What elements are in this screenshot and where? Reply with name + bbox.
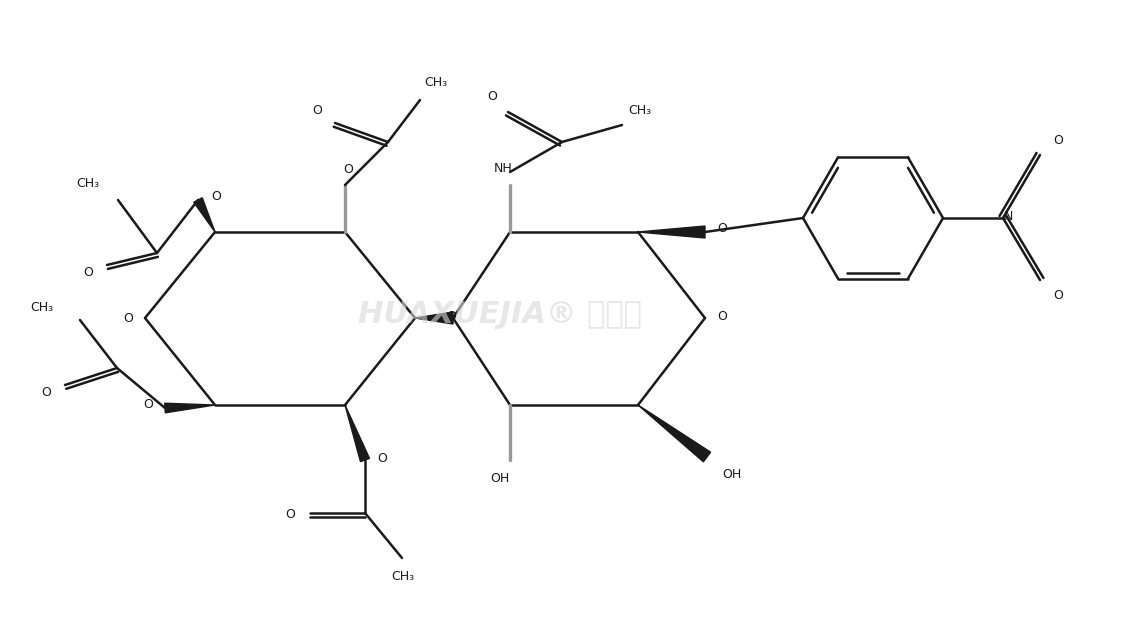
Polygon shape bbox=[194, 198, 215, 232]
Text: O: O bbox=[487, 90, 497, 104]
Text: O: O bbox=[285, 509, 295, 521]
Polygon shape bbox=[345, 405, 370, 461]
Text: O: O bbox=[717, 310, 726, 322]
Text: NH: NH bbox=[493, 162, 512, 174]
Text: O: O bbox=[143, 398, 152, 411]
Text: OH: OH bbox=[722, 468, 742, 480]
Polygon shape bbox=[638, 405, 711, 462]
Text: O: O bbox=[312, 104, 322, 116]
Polygon shape bbox=[638, 226, 705, 238]
Text: HUAXUEJIA® 化学加: HUAXUEJIA® 化学加 bbox=[358, 300, 642, 329]
Text: CH₃: CH₃ bbox=[391, 571, 415, 583]
Text: O: O bbox=[377, 451, 387, 465]
Text: O: O bbox=[83, 265, 93, 279]
Text: N: N bbox=[1003, 209, 1012, 222]
Text: OH: OH bbox=[490, 471, 510, 485]
Text: O: O bbox=[343, 162, 353, 176]
Text: CH₃: CH₃ bbox=[629, 104, 651, 116]
Text: O: O bbox=[123, 312, 133, 324]
Text: O: O bbox=[211, 190, 221, 202]
Polygon shape bbox=[165, 403, 215, 413]
Text: CH₃: CH₃ bbox=[30, 300, 54, 313]
Text: O: O bbox=[1053, 288, 1063, 301]
Text: O: O bbox=[41, 387, 50, 399]
Polygon shape bbox=[415, 312, 453, 324]
Text: CH₃: CH₃ bbox=[425, 75, 447, 88]
Text: O: O bbox=[446, 310, 456, 322]
Text: O: O bbox=[1053, 133, 1063, 147]
Text: O: O bbox=[717, 221, 726, 234]
Text: CH₃: CH₃ bbox=[76, 176, 100, 190]
